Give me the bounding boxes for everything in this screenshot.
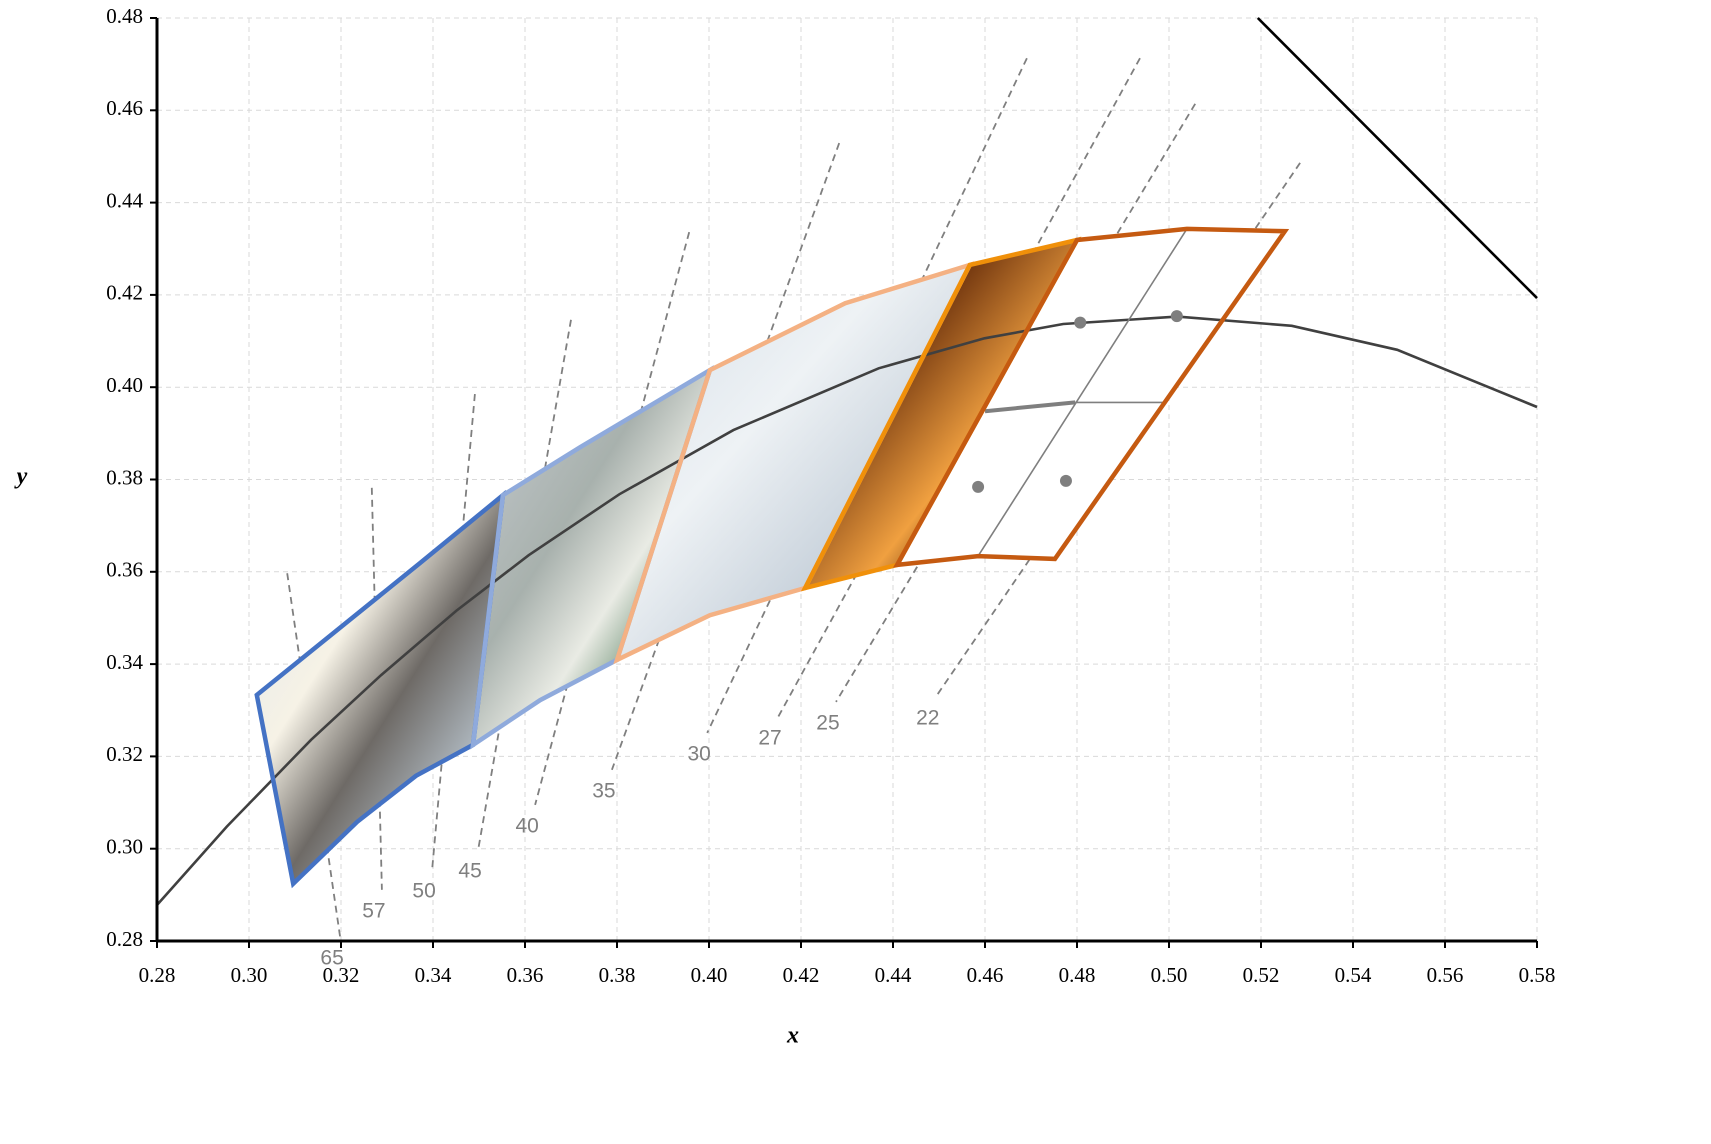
y-tick-label: 0.30 <box>106 835 143 859</box>
x-tick-label: 0.54 <box>1335 963 1372 987</box>
x-tick-label: 0.56 <box>1427 963 1464 987</box>
x-tick-label: 0.50 <box>1151 963 1188 987</box>
y-tick-label: 0.44 <box>106 188 143 212</box>
point <box>1171 310 1183 322</box>
x-tick-label: 0.42 <box>783 963 820 987</box>
x-tick-label: 0.28 <box>139 963 176 987</box>
isotherm-label: 50 <box>412 879 435 902</box>
isotherm-label: 30 <box>687 742 710 765</box>
y-tick-label: 0.32 <box>106 742 143 766</box>
point <box>972 481 984 493</box>
x-tick-label: 0.52 <box>1243 963 1280 987</box>
y-tick-label: 0.38 <box>106 465 143 489</box>
isotherm-label: 65 <box>320 946 343 969</box>
isotherm-label: 57 <box>362 899 385 922</box>
x-tick-label: 0.40 <box>691 963 728 987</box>
point <box>1060 475 1072 487</box>
x-tick-label: 0.46 <box>967 963 1004 987</box>
isotherm-label: 25 <box>816 711 839 734</box>
y-tick-label: 0.46 <box>106 96 143 120</box>
curve <box>1258 18 1537 298</box>
x-tick-label: 0.36 <box>507 963 544 987</box>
chart: x y 0.28 0.30 0.32 0.34 0.36 0.38 0.40 0.42 0.44… <box>0 0 1711 1144</box>
y-axis-title: y <box>14 464 28 490</box>
x-tick-label: 0.30 <box>231 963 268 987</box>
x-axis-title: x <box>786 1023 799 1049</box>
x-tick-label: 0.48 <box>1059 963 1096 987</box>
isotherm-label: 22 <box>916 706 939 729</box>
y-tick-label: 0.48 <box>106 4 143 28</box>
y-tick-label: 0.42 <box>106 281 143 305</box>
point <box>1074 317 1086 329</box>
isotherm-label: 45 <box>458 860 481 883</box>
y-tick-label: 0.28 <box>106 927 143 951</box>
x-tick-label: 0.34 <box>415 963 452 987</box>
x-tick-label: 0.58 <box>1519 963 1556 987</box>
x-tick-label: 0.44 <box>875 963 912 987</box>
x-tick-label: 0.38 <box>599 963 636 987</box>
page: {"chart_data": { "type": "line", "x_labe… <box>0 0 1711 1144</box>
y-tick-label: 0.40 <box>106 373 143 397</box>
y-tick-label: 0.34 <box>106 650 143 674</box>
isotherm-label: 40 <box>515 814 538 837</box>
isotherm-label: 35 <box>592 779 615 802</box>
isotherm-label: 27 <box>758 727 781 750</box>
y-tick-label: 0.36 <box>106 558 143 582</box>
